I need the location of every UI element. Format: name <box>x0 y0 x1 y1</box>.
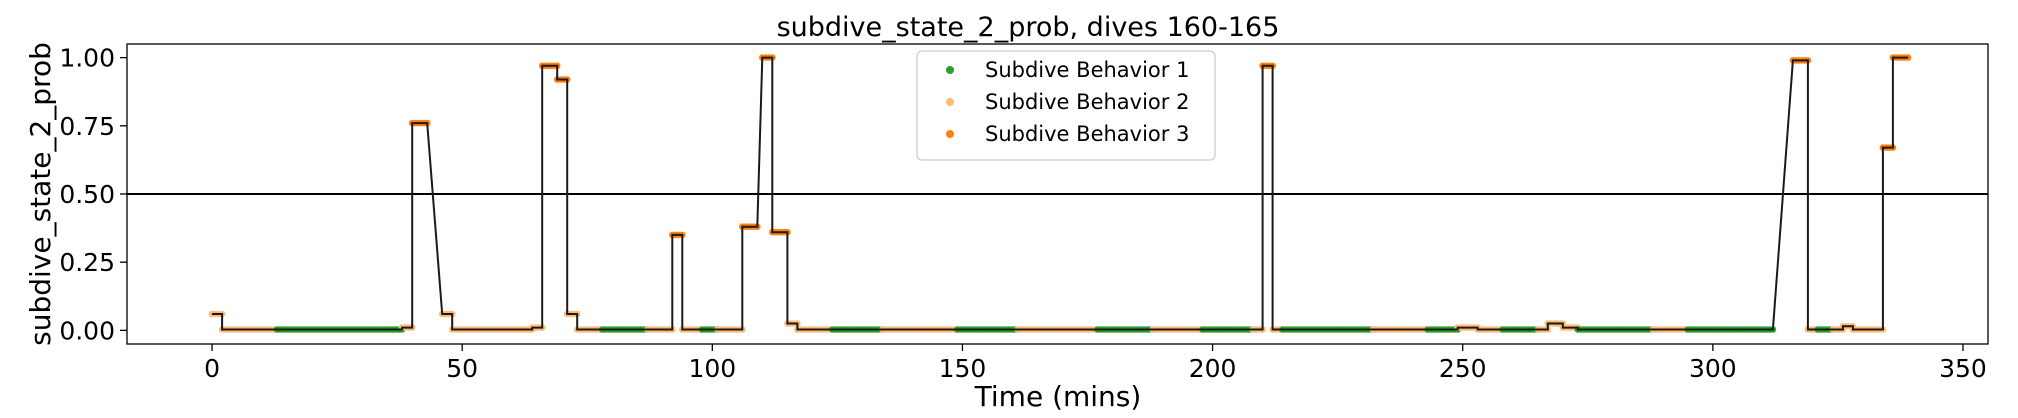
x-tick-label: 100 <box>688 354 736 383</box>
legend-box <box>916 50 1216 161</box>
legend-marker-behavior-3 <box>946 130 954 138</box>
chart-title: subdive_state_2_prob, dives 160-165 <box>777 12 1280 43</box>
legend-label-behavior-1: Subdive Behavior 1 <box>985 58 1189 82</box>
probability-step-line <box>212 56 1908 331</box>
legend-label-behavior-3: Subdive Behavior 3 <box>985 122 1189 146</box>
x-tick-label: 200 <box>1189 354 1237 383</box>
x-tick-label: 350 <box>1939 354 1987 383</box>
legend: Subdive Behavior 1 Subdive Behavior 2 Su… <box>916 50 1216 161</box>
legend-marker-behavior-1 <box>946 66 954 74</box>
y-tick-label: 0.75 <box>59 112 115 141</box>
x-tick-label: 0 <box>204 354 220 383</box>
x-axis-title: Time (mins) <box>974 380 1142 413</box>
y-tick-label: 0.50 <box>59 180 115 209</box>
x-tick-label: 300 <box>1689 354 1737 383</box>
y-axis-title: subdive_state_2_prob <box>24 42 57 346</box>
x-tick-label: 250 <box>1439 354 1487 383</box>
y-tick-label: 0.00 <box>59 316 115 345</box>
legend-label-behavior-2: Subdive Behavior 2 <box>985 90 1189 114</box>
y-tick-label: 1.00 <box>59 44 115 73</box>
legend-marker-behavior-2 <box>946 98 954 106</box>
axis-ticks: 0 50 100 150 200 250 300 350 0.00 0.25 0.50 0.75 1.0… <box>59 44 1987 383</box>
x-tick-label: 50 <box>446 354 478 383</box>
x-tick-label: 150 <box>939 354 987 383</box>
y-tick-label: 0.25 <box>59 248 115 277</box>
